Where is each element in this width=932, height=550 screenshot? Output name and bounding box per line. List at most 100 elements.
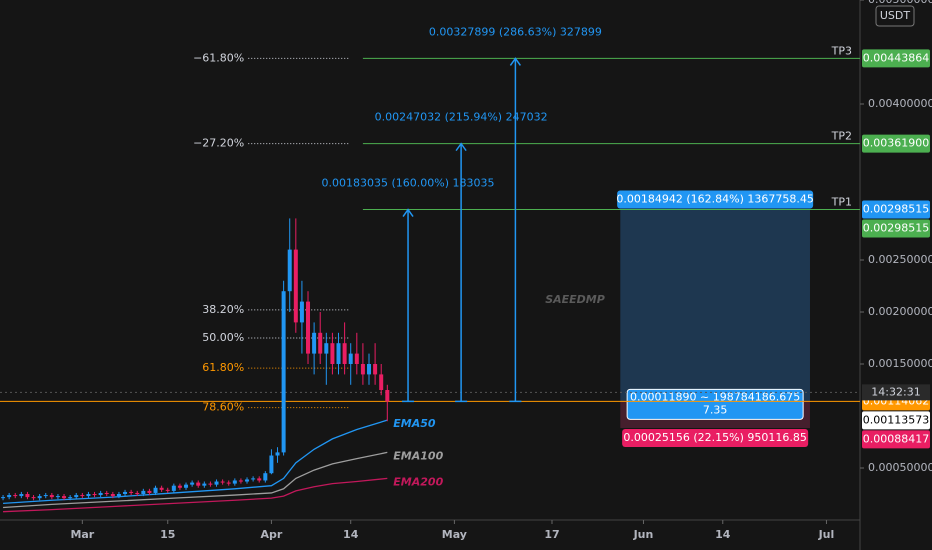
price-badge — [862, 49, 930, 68]
candle-body — [1, 497, 6, 499]
candle-body — [354, 353, 359, 364]
candle-body — [281, 291, 286, 453]
candle-body — [80, 495, 85, 497]
candle-body — [299, 301, 304, 323]
candle-body — [318, 332, 323, 354]
price-badge-label: 0.00298515 — [863, 203, 929, 216]
candle-body — [37, 496, 42, 499]
candle-body — [220, 481, 225, 483]
candle-body — [379, 374, 384, 390]
x-tick-label: 17 — [544, 528, 559, 541]
fib-label: −27.20% — [193, 137, 244, 150]
ema-label: EMA50 — [393, 417, 436, 430]
fib-label: 78.60% — [202, 401, 244, 414]
price-badge — [862, 411, 930, 430]
candle-body — [68, 497, 73, 499]
candle-body — [98, 492, 103, 496]
candle-body — [116, 494, 121, 497]
target-label: TP3 — [831, 44, 852, 57]
candle-body — [306, 301, 311, 354]
arrow-head — [455, 142, 467, 152]
candle-body — [245, 479, 250, 482]
price-badge — [862, 200, 930, 219]
y-tick-label: 0.00400000 — [868, 97, 932, 110]
candle-body — [141, 490, 146, 494]
candle-body — [373, 364, 378, 375]
candle-body — [62, 496, 67, 499]
y-tick-label: 0.00150000 — [868, 357, 932, 370]
candle-body — [74, 495, 79, 498]
position-stop-label-box — [622, 429, 809, 448]
x-tick-label: 14 — [715, 528, 731, 541]
candle-body — [226, 482, 231, 484]
x-tick-label: Apr — [261, 528, 283, 541]
position-entry-label: 7.35 — [703, 403, 728, 416]
ema-line — [3, 419, 388, 505]
candle-body — [330, 343, 335, 364]
candle-body — [92, 494, 97, 496]
arrow-head — [509, 57, 522, 66]
candle-body — [196, 482, 201, 486]
candle-body — [129, 491, 134, 493]
candle-body — [263, 473, 268, 481]
arrow-head — [402, 208, 414, 217]
candle-body — [190, 482, 195, 485]
measure-label: 0.00247032 (215.94%) 247032 — [375, 111, 548, 124]
candle-body — [342, 343, 347, 364]
candle-body — [159, 487, 164, 490]
x-tick-label: Mar — [70, 528, 94, 541]
candle-body — [177, 485, 182, 488]
candle-body — [55, 496, 60, 498]
currency: USDT — [880, 9, 911, 22]
price-badge-label: 0.00113573 — [863, 413, 929, 426]
candle-body — [360, 364, 365, 375]
fib-label: −61.80% — [193, 51, 244, 64]
ema-line — [3, 451, 388, 509]
candle-body — [19, 494, 24, 497]
candle-body — [49, 495, 54, 498]
candle-body — [7, 495, 12, 498]
candle-body — [287, 249, 292, 292]
fib-label: 50.00% — [202, 331, 244, 344]
ema-line — [3, 477, 388, 513]
position-entry-label: 0.00011890 ~ 198784186.675 — [630, 390, 800, 403]
candle-body — [208, 483, 213, 485]
candle-body — [147, 490, 152, 493]
price-badge-label: 0.00361900 — [863, 137, 929, 150]
fib-label: 61.80% — [202, 361, 244, 374]
measure-label: 0.00327899 (286.63%) 327899 — [429, 25, 602, 38]
candle-body — [123, 491, 128, 494]
candle-body — [232, 480, 237, 484]
y-tick-label: 0.00050000 — [868, 461, 932, 474]
position-entry-label-box — [626, 388, 804, 420]
x-tick-label: Jun — [633, 528, 654, 541]
candle-body — [269, 455, 274, 474]
candle-body — [86, 494, 91, 497]
candle-body — [25, 494, 30, 498]
price-badge — [862, 134, 930, 153]
x-tick-label: Jul — [818, 528, 835, 541]
candle-body — [165, 489, 170, 491]
ema-label: EMA100 — [393, 449, 443, 462]
candle-body — [13, 495, 18, 497]
candle-body — [153, 487, 158, 493]
candle-body — [251, 478, 256, 480]
candle-body — [202, 483, 207, 486]
candle-body — [257, 478, 262, 481]
position-target-label: 0.00184942 (162.84%) 1367758.45 — [616, 193, 813, 206]
watermark: SAEEDMP — [545, 293, 605, 306]
candle-body — [367, 364, 372, 375]
price-badge-label: 0.00088417 — [863, 432, 929, 445]
price-badge-label: 0.00443864 — [863, 51, 929, 64]
candle-body — [184, 484, 189, 488]
candle-body — [336, 343, 341, 364]
candle-body — [324, 343, 329, 354]
position-target-label-box — [617, 190, 814, 209]
ema-label: EMA200 — [393, 475, 443, 488]
candle-body — [43, 495, 48, 497]
price-badge — [862, 430, 930, 449]
position-stop-label: 0.00025156 (22.15%) 950116.85 — [623, 431, 807, 444]
y-tick-label: 0.00250000 — [868, 253, 932, 266]
target-label: TP2 — [831, 130, 852, 143]
